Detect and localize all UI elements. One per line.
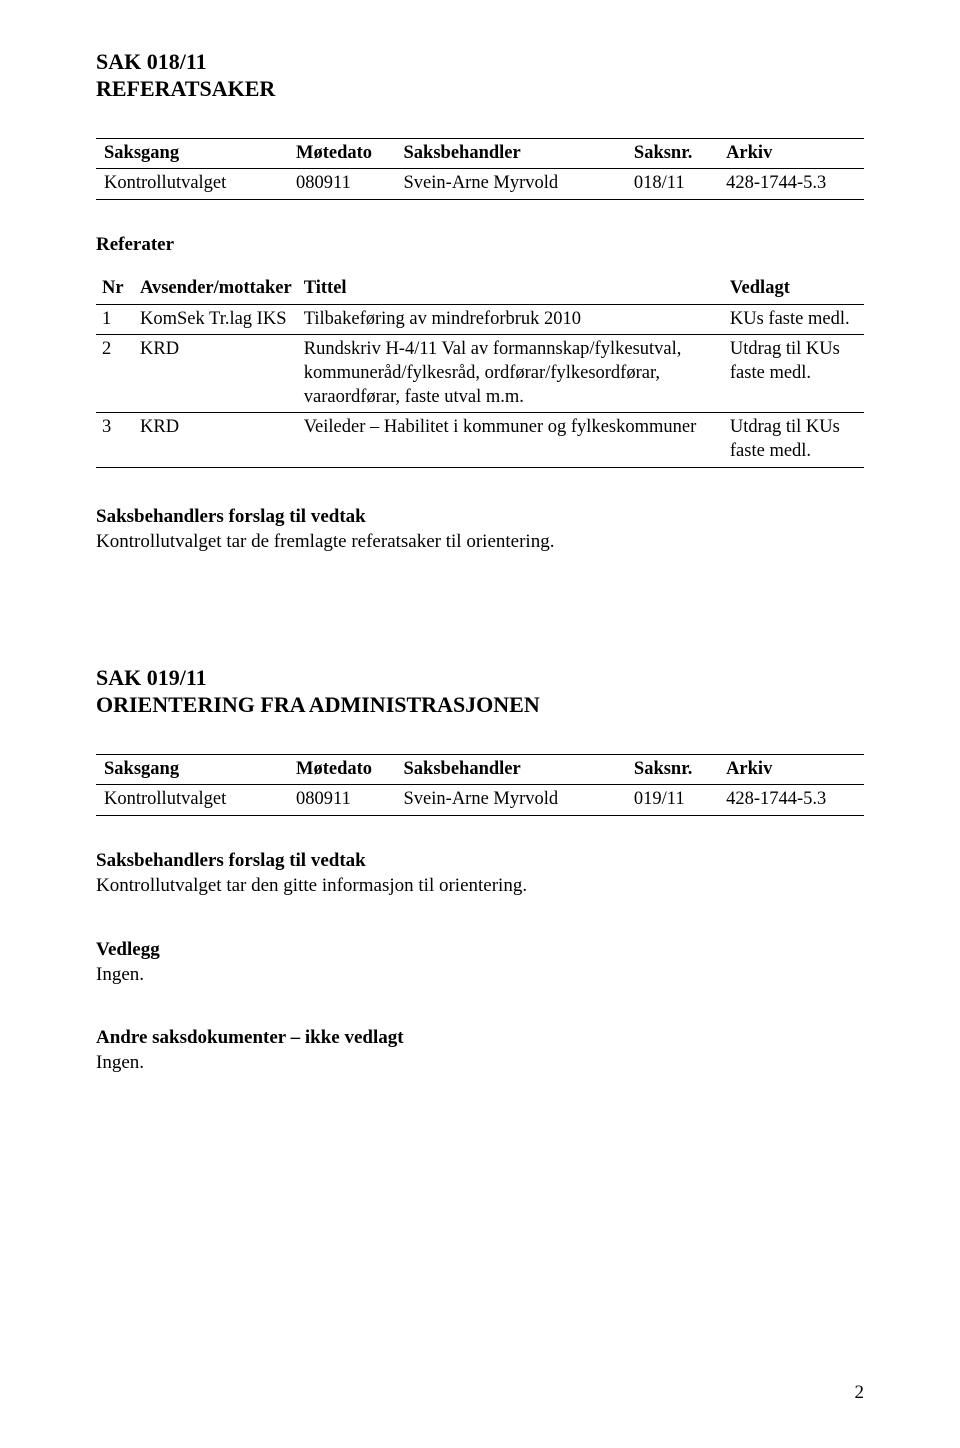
page-number: 2 [855, 1382, 865, 1404]
cell-nr: 1 [96, 304, 134, 335]
cell-arkiv: 428-1744-5.3 [718, 169, 864, 200]
col-arkiv: Arkiv [718, 754, 864, 785]
cell-motedato: 080911 [288, 785, 396, 816]
col-avsender: Avsender/mottaker [134, 274, 298, 304]
table-header-row: Saksgang Møtedato Saksbehandler Saksnr. … [96, 138, 864, 169]
forslag-heading: Saksbehandlers forslag til vedtak [96, 850, 864, 872]
referater-heading: Referater [96, 234, 864, 256]
col-motedato: Møtedato [288, 138, 396, 169]
col-arkiv: Arkiv [718, 138, 864, 169]
cell-saksgang: Kontrollutvalget [96, 785, 288, 816]
cell-vedlagt: KUs faste medl. [724, 304, 864, 335]
col-saksnr: Saksnr. [626, 138, 718, 169]
col-saksbehandler: Saksbehandler [396, 138, 626, 169]
forslag-body: Kontrollutvalget tar den gitte informasj… [96, 874, 864, 899]
table-row: Kontrollutvalget 080911 Svein-Arne Myrvo… [96, 785, 864, 816]
spacer [96, 594, 864, 664]
cell-motedato: 080911 [288, 169, 396, 200]
sak019-meta-table: Saksgang Møtedato Saksbehandler Saksnr. … [96, 754, 864, 816]
table-row: 1 KomSek Tr.lag IKS Tilbakeføring av min… [96, 304, 864, 335]
table-header-row: Saksgang Møtedato Saksbehandler Saksnr. … [96, 754, 864, 785]
cell-avsender: KomSek Tr.lag IKS [134, 304, 298, 335]
col-saksbehandler: Saksbehandler [396, 754, 626, 785]
cell-avsender: KRD [134, 335, 298, 413]
col-saksgang: Saksgang [96, 138, 288, 169]
cell-nr: 2 [96, 335, 134, 413]
vedlegg-body: Ingen. [96, 963, 864, 988]
sak018-title: REFERATSAKER [96, 76, 864, 102]
cell-arkiv: 428-1744-5.3 [718, 785, 864, 816]
cell-saksbehandler: Svein-Arne Myrvold [396, 785, 626, 816]
cell-saksnr: 019/11 [626, 785, 718, 816]
cell-saksnr: 018/11 [626, 169, 718, 200]
referater-table: Nr Avsender/mottaker Tittel Vedlagt 1 Ko… [96, 274, 864, 468]
page: SAK 018/11 REFERATSAKER Saksgang Møtedat… [0, 0, 960, 1448]
vedlegg-heading: Vedlegg [96, 939, 864, 961]
table-row: 2 KRD Rundskriv H-4/11 Val av formannska… [96, 335, 864, 413]
cell-tittel: Tilbakeføring av mindreforbruk 2010 [298, 304, 724, 335]
cell-avsender: KRD [134, 413, 298, 467]
andre-body: Ingen. [96, 1051, 864, 1076]
col-tittel: Tittel [298, 274, 724, 304]
cell-tittel: Veileder – Habilitet i kommuner og fylke… [298, 413, 724, 467]
forslag-heading: Saksbehandlers forslag til vedtak [96, 506, 864, 528]
sak018-meta-table: Saksgang Møtedato Saksbehandler Saksnr. … [96, 138, 864, 200]
sak019-title: ORIENTERING FRA ADMINISTRASJONEN [96, 692, 864, 718]
col-saksgang: Saksgang [96, 754, 288, 785]
cell-saksbehandler: Svein-Arne Myrvold [396, 169, 626, 200]
sak019-code: SAK 019/11 [96, 664, 864, 692]
col-nr: Nr [96, 274, 134, 304]
col-saksnr: Saksnr. [626, 754, 718, 785]
forslag-body: Kontrollutvalget tar de fremlagte refera… [96, 530, 864, 555]
table-row: Kontrollutvalget 080911 Svein-Arne Myrvo… [96, 169, 864, 200]
cell-tittel: Rundskriv H-4/11 Val av formannskap/fylk… [298, 335, 724, 413]
table-header-row: Nr Avsender/mottaker Tittel Vedlagt [96, 274, 864, 304]
cell-vedlagt: Utdrag til KUs faste medl. [724, 413, 864, 467]
table-row: 3 KRD Veileder – Habilitet i kommuner og… [96, 413, 864, 467]
sak018-code: SAK 018/11 [96, 48, 864, 76]
col-motedato: Møtedato [288, 754, 396, 785]
andre-heading: Andre saksdokumenter – ikke vedlagt [96, 1027, 864, 1049]
cell-nr: 3 [96, 413, 134, 467]
cell-vedlagt: Utdrag til KUs faste medl. [724, 335, 864, 413]
cell-saksgang: Kontrollutvalget [96, 169, 288, 200]
col-vedlagt: Vedlagt [724, 274, 864, 304]
